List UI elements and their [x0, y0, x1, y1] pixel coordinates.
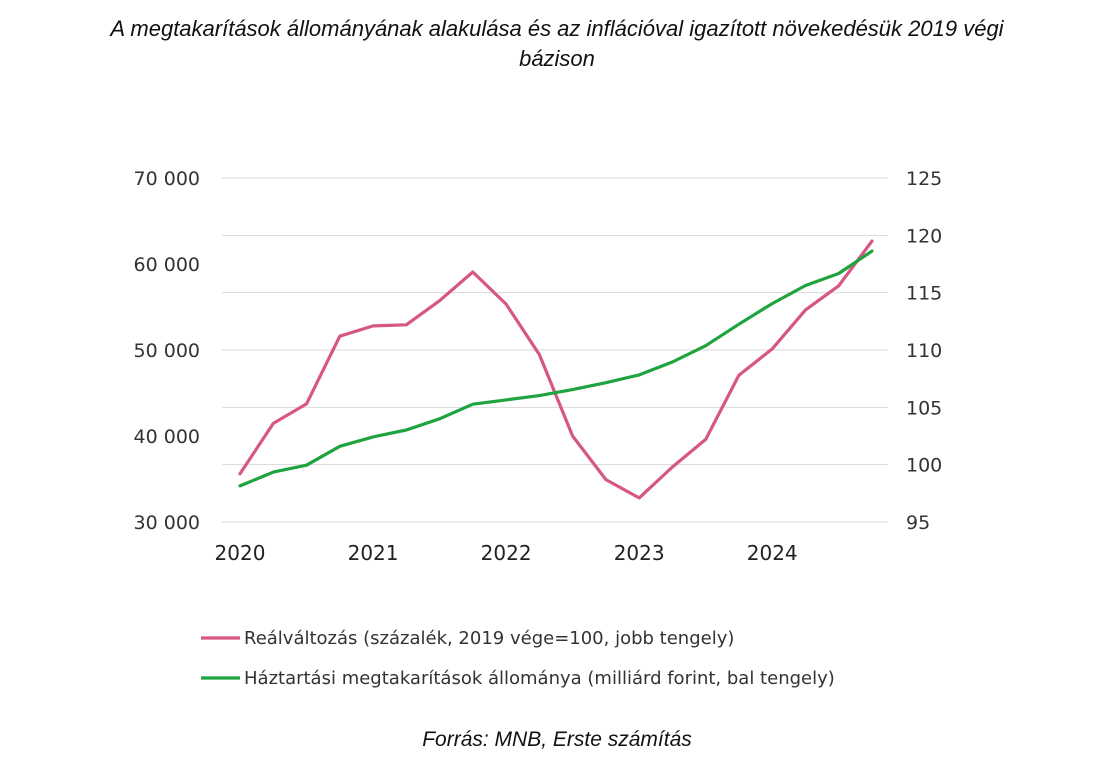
legend: Reálváltozás (százalék, 2019 vége=100, j… [201, 628, 835, 689]
left-tick-label: 30 000 [134, 512, 200, 534]
right-tick-label: 110 [906, 340, 942, 362]
series-lines [238, 239, 874, 500]
right-tick-label: 95 [906, 512, 930, 534]
series-line-real-change [238, 239, 874, 500]
right-tick-label: 100 [906, 455, 942, 477]
right-tick-label: 115 [906, 283, 942, 305]
x-tick-label: 2022 [481, 541, 532, 565]
chart-title: A megtakarítások állományának alakulása … [0, 14, 1114, 74]
series-line-savings [238, 249, 874, 488]
chart-title-line-1: A megtakarítások állományának alakulása … [110, 16, 1004, 41]
left-axis-ticks: 30 000 40 000 50 000 60 000 70 000 [134, 168, 200, 534]
x-tick-label: 2024 [747, 541, 798, 565]
left-tick-label: 40 000 [134, 426, 200, 448]
x-tick-label: 2020 [215, 541, 266, 565]
x-tick-label: 2023 [614, 541, 665, 565]
legend-label: Háztartási megtakarítások állománya (mil… [244, 668, 835, 689]
x-axis-ticks: 2020 2021 2022 2023 2024 [215, 541, 798, 565]
chart-title-line-2: bázison [519, 46, 595, 71]
right-tick-label: 125 [906, 168, 942, 190]
x-tick-label: 2021 [348, 541, 399, 565]
left-tick-label: 70 000 [134, 168, 200, 190]
grid-lines [222, 177, 888, 523]
source-note: Forrás: MNB, Erste számítás [422, 728, 692, 751]
legend-label: Reálváltozás (százalék, 2019 vége=100, j… [244, 628, 734, 649]
left-tick-label: 60 000 [134, 254, 200, 276]
left-tick-label: 50 000 [134, 340, 200, 362]
right-axis-ticks: 95 100 105 110 115 120 125 [906, 168, 942, 534]
right-tick-label: 120 [906, 225, 942, 247]
right-tick-label: 105 [906, 397, 942, 419]
